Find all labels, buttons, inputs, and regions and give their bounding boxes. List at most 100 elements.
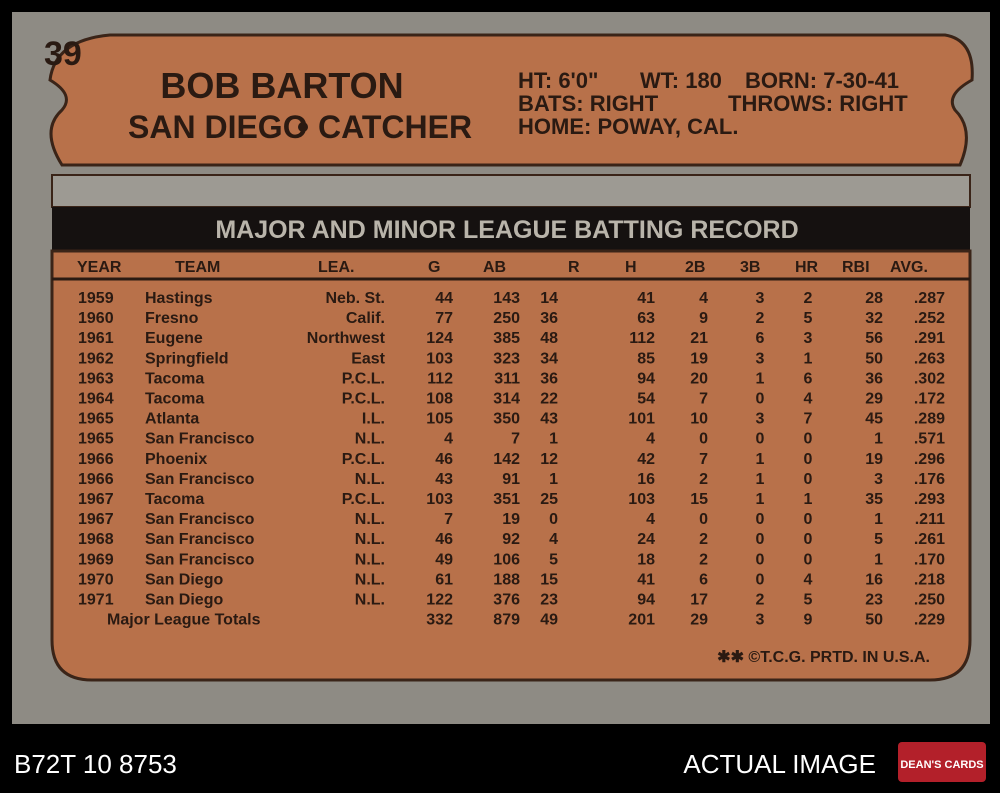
table-cell: 250 xyxy=(493,310,520,327)
height: HT: 6'0" xyxy=(518,68,598,93)
table-cell: 6 xyxy=(804,370,813,387)
table-cell: 350 xyxy=(493,411,520,428)
table-cell: 16 xyxy=(637,471,655,488)
column-header: 2B xyxy=(685,259,705,276)
table-cell: Hastings xyxy=(145,290,213,307)
table-cell: 4 xyxy=(646,511,655,528)
table-cell: San Francisco xyxy=(145,511,255,528)
table-cell: .170 xyxy=(914,551,945,568)
table-cell: 4 xyxy=(444,431,453,448)
table-cell: Springfield xyxy=(145,350,229,367)
table-cell: Eugene xyxy=(145,330,203,347)
table-cell: 34 xyxy=(540,350,558,367)
table-cell: 6 xyxy=(756,330,765,347)
table-cell: 112 xyxy=(427,370,453,387)
table-cell: 28 xyxy=(865,290,883,307)
logo-text: DEAN'S CARDS xyxy=(900,759,983,771)
table-cell: 351 xyxy=(493,491,520,508)
table-cell: 1 xyxy=(756,471,765,488)
table-cell: 0 xyxy=(804,471,813,488)
table-cell: 0 xyxy=(804,551,813,568)
totals-cell: 201 xyxy=(628,612,655,629)
table-cell: 1 xyxy=(549,431,558,448)
table-cell: 1 xyxy=(804,491,813,508)
table-cell: 5 xyxy=(804,592,813,609)
table-cell: .218 xyxy=(914,571,945,588)
totals-cell: Major League Totals xyxy=(107,612,261,629)
table-cell: 0 xyxy=(756,531,765,548)
table-cell: 36 xyxy=(865,370,883,387)
caption-label: ACTUAL IMAGE xyxy=(683,749,876,779)
table-cell: P.C.L. xyxy=(342,451,385,468)
table-cell: 101 xyxy=(628,411,655,428)
table-cell: 23 xyxy=(865,592,883,609)
table-cell: 1970 xyxy=(78,571,114,588)
table-cell: P.C.L. xyxy=(342,370,385,387)
table-cell: 0 xyxy=(804,531,813,548)
table-cell: N.L. xyxy=(355,592,385,609)
table-cell: 14 xyxy=(540,290,558,307)
table-cell: P.C.L. xyxy=(342,491,385,508)
table-cell: 1961 xyxy=(78,330,114,347)
table-cell: 2 xyxy=(756,310,765,327)
table-cell: 0 xyxy=(756,571,765,588)
table-cell: 49 xyxy=(435,551,453,568)
home: HOME: POWAY, CAL. xyxy=(518,114,738,139)
table-cell: 103 xyxy=(426,350,453,367)
table-cell: 4 xyxy=(646,431,655,448)
header-panel xyxy=(48,33,974,167)
table-cell: 17 xyxy=(690,592,708,609)
table-cell: 1960 xyxy=(78,310,114,327)
table-panel xyxy=(50,249,972,682)
table-cell: N.L. xyxy=(355,531,385,548)
table-cell: San Diego xyxy=(145,571,223,588)
table-cell: .291 xyxy=(914,330,945,347)
table-cell: 3 xyxy=(756,290,765,307)
table-cell: 63 xyxy=(637,310,655,327)
table-cell: .296 xyxy=(914,451,945,468)
table-cell: 1 xyxy=(756,370,765,387)
table-cell: 188 xyxy=(493,571,520,588)
table-cell: 46 xyxy=(435,531,453,548)
table-cell: 112 xyxy=(629,330,655,347)
table-cell: Tacoma xyxy=(145,370,204,387)
table-cell: 1965 xyxy=(78,431,114,448)
table-cell: 103 xyxy=(628,491,655,508)
table-cell: 43 xyxy=(540,411,558,428)
table-cell: 1964 xyxy=(78,391,114,408)
table-cell: 2 xyxy=(699,531,708,548)
table-cell: 15 xyxy=(690,491,708,508)
table-cell: 314 xyxy=(493,391,520,408)
totals-cell: 332 xyxy=(426,612,453,629)
table-cell: Tacoma xyxy=(145,391,204,408)
table-cell: .176 xyxy=(914,471,945,488)
table-cell: 20 xyxy=(690,370,708,387)
table-cell: 1962 xyxy=(78,350,114,367)
table-cell: .261 xyxy=(914,531,945,548)
table-cell: 1968 xyxy=(78,531,114,548)
table-cell: 5 xyxy=(874,531,883,548)
table-cell: 50 xyxy=(865,350,883,367)
table-cell: 35 xyxy=(865,491,883,508)
table-cell: Fresno xyxy=(145,310,199,327)
table-cell: Northwest xyxy=(307,330,386,347)
table-cell: .571 xyxy=(914,431,945,448)
table-cell: 29 xyxy=(865,391,883,408)
table-cell: 1971 xyxy=(78,592,114,609)
player-name: BOB BARTON xyxy=(160,65,403,106)
weight: WT: 180 xyxy=(640,68,722,93)
column-header: LEA. xyxy=(318,259,354,276)
table-cell: 91 xyxy=(502,471,520,488)
table-cell: 1966 xyxy=(78,471,114,488)
table-cell: 22 xyxy=(540,391,558,408)
table-cell: 41 xyxy=(637,290,655,307)
table-cell: 1959 xyxy=(78,290,114,307)
table-cell: I.L. xyxy=(362,411,385,428)
table-cell: 1 xyxy=(874,551,883,568)
totals-cell: 29 xyxy=(690,612,708,629)
table-cell: 45 xyxy=(865,411,883,428)
totals-cell: 49 xyxy=(540,612,558,629)
totals-cell: 9 xyxy=(804,612,813,629)
table-cell: 1967 xyxy=(78,511,114,528)
